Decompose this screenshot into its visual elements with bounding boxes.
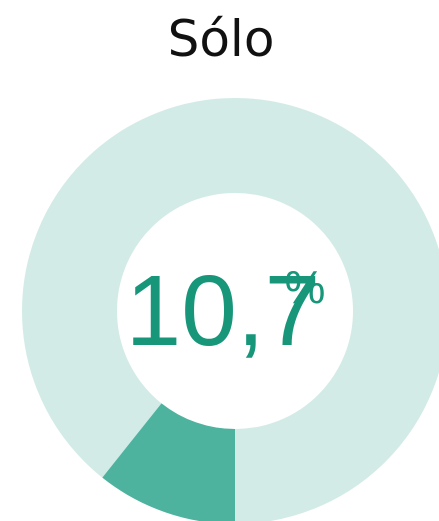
donut-segment: [102, 403, 235, 521]
chart-title: Sólo: [168, 10, 275, 68]
center-unit: %: [285, 261, 326, 313]
center-value: 10,7: [126, 255, 321, 367]
